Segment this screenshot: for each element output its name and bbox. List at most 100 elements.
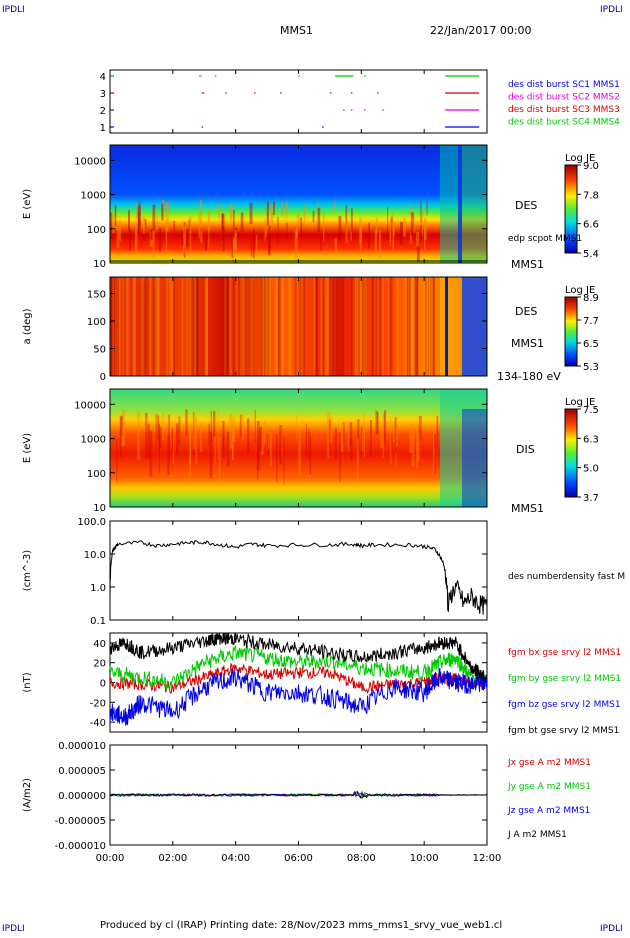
- pitch-texture: [241, 277, 245, 376]
- des-spectrogram-texture: [186, 228, 189, 247]
- dis-spectrogram-texture: [308, 428, 310, 460]
- des-spectrogram-boundary: [460, 145, 487, 263]
- des-spectrogram-texture: [317, 200, 319, 214]
- dis-spectrogram-texture: [327, 412, 331, 458]
- dis-spectrogram-texture: [276, 433, 278, 482]
- bfield-line-1: [109, 645, 488, 690]
- pitch-texture: [116, 277, 119, 376]
- dis-spectrogram-texture: [217, 410, 219, 460]
- pitch-texture: [249, 277, 253, 376]
- pitch-texture: [143, 277, 147, 376]
- pitch-texture: [265, 277, 269, 376]
- pitch-texture: [235, 277, 238, 376]
- dis-spectrogram-texture: [395, 426, 398, 447]
- dis-spectrogram-texture: [298, 427, 301, 474]
- dis-spectrogram-texture: [328, 419, 331, 457]
- panel-right-label: MMS1: [511, 502, 544, 515]
- dis-spectrogram-texture: [195, 417, 198, 465]
- pitch-texture: [296, 277, 298, 376]
- pitch-texture: [115, 277, 118, 376]
- dis-spectrogram-texture: [231, 424, 234, 460]
- dis-spectrogram-texture: [228, 427, 230, 458]
- dis-energy-tick-label: 100: [87, 469, 106, 480]
- pitch-texture: [224, 277, 226, 376]
- dis-spectrogram-texture: [263, 419, 266, 444]
- des-spectrogram-texture: [374, 229, 378, 252]
- dis-spectrogram-texture: [159, 427, 162, 449]
- pitch-texture: [432, 277, 435, 376]
- pitch-texture: [260, 277, 264, 376]
- pitch-texture: [324, 277, 327, 376]
- pitch-texture: [353, 277, 355, 376]
- bfield-tick-label: 0: [100, 679, 106, 690]
- des-spectrogram-texture: [181, 231, 184, 246]
- density-tick-label: 0.1: [90, 616, 106, 627]
- dis-spectrogram-texture: [411, 430, 415, 467]
- des-spectrogram-texture: [334, 238, 337, 256]
- dis-energy-tick-label: 10: [93, 503, 106, 514]
- pitch-texture: [141, 277, 144, 376]
- dis-spectrogram-texture: [432, 431, 436, 473]
- des-pitch-ylabel: a (deg): [22, 308, 33, 344]
- current-ylabel: (A/m2): [22, 778, 33, 812]
- dis-spectrogram-texture: [296, 414, 298, 441]
- pitch-texture: [357, 277, 359, 376]
- dis-spectrogram-texture: [116, 438, 118, 484]
- bfield-line-3: [109, 632, 487, 682]
- des-spectrogram-texture: [300, 217, 303, 239]
- pitch-texture: [121, 277, 125, 376]
- pitch-texture: [115, 277, 118, 376]
- des-spectrogram-texture: [390, 216, 393, 241]
- des-pitch-tick-label: 50: [93, 345, 106, 356]
- pitch-texture: [110, 277, 113, 376]
- dis-spectrogram-texture: [247, 418, 250, 454]
- pitch-texture: [263, 277, 267, 376]
- dis-spectrogram-texture: [210, 410, 212, 443]
- bfield-tick-label: 40: [93, 639, 106, 650]
- pitch-texture: [229, 277, 231, 376]
- des-spectrogram-texture: [303, 204, 306, 225]
- bfield-tick-label: -40: [90, 718, 106, 729]
- des-spectrogram-texture: [387, 206, 389, 234]
- dis-spectrogram-texture: [147, 423, 151, 459]
- des-spectrogram-texture: [161, 203, 164, 221]
- dis-spectrogram-texture: [329, 416, 332, 443]
- pitch-texture: [172, 277, 174, 376]
- pitch-texture: [190, 277, 193, 376]
- dis-spectrogram-texture: [218, 436, 221, 485]
- pitch-texture: [362, 277, 366, 376]
- des-energy-tick-label: 100: [87, 225, 106, 236]
- pitch-texture: [266, 277, 269, 376]
- des-spectrogram-texture: [392, 226, 395, 252]
- des-spectrogram-texture: [165, 226, 168, 253]
- pitch-texture: [361, 277, 365, 376]
- panel-right-label: DES: [515, 199, 537, 212]
- pitch-texture: [320, 277, 324, 376]
- des-spectrogram-texture: [240, 212, 244, 232]
- des-spectrogram-texture: [116, 221, 120, 249]
- pitch-texture: [268, 277, 270, 376]
- dis-spectrogram-texture: [209, 432, 213, 479]
- dis-spectrogram-texture: [208, 423, 210, 446]
- pitch-texture: [331, 277, 335, 376]
- des-spectrogram-texture: [253, 229, 255, 259]
- dis-spectrogram-texture: [280, 426, 283, 458]
- x-tick-label: 08:00: [347, 853, 376, 864]
- des-spectrogram-texture: [156, 213, 158, 230]
- pitch-texture: [379, 277, 382, 376]
- pitch-texture: [330, 277, 332, 376]
- dis-spectrogram-texture: [119, 417, 122, 458]
- pitch-texture: [144, 277, 146, 376]
- pitch-texture: [407, 277, 410, 376]
- density-frame: [109, 520, 488, 621]
- pitch-texture: [133, 277, 135, 376]
- density-legend-label: des numberdensity fast M: [508, 572, 625, 582]
- dis-spectrogram-texture: [155, 413, 157, 447]
- dis-energy-tick-label: 10000: [74, 400, 106, 411]
- des-spectrogram-texture: [249, 203, 253, 225]
- pitch-texture: [142, 277, 145, 376]
- des-spectrogram-texture: [416, 231, 420, 247]
- current-tick-label: -0.000005: [55, 816, 106, 827]
- dis-spectrogram-texture: [232, 416, 236, 442]
